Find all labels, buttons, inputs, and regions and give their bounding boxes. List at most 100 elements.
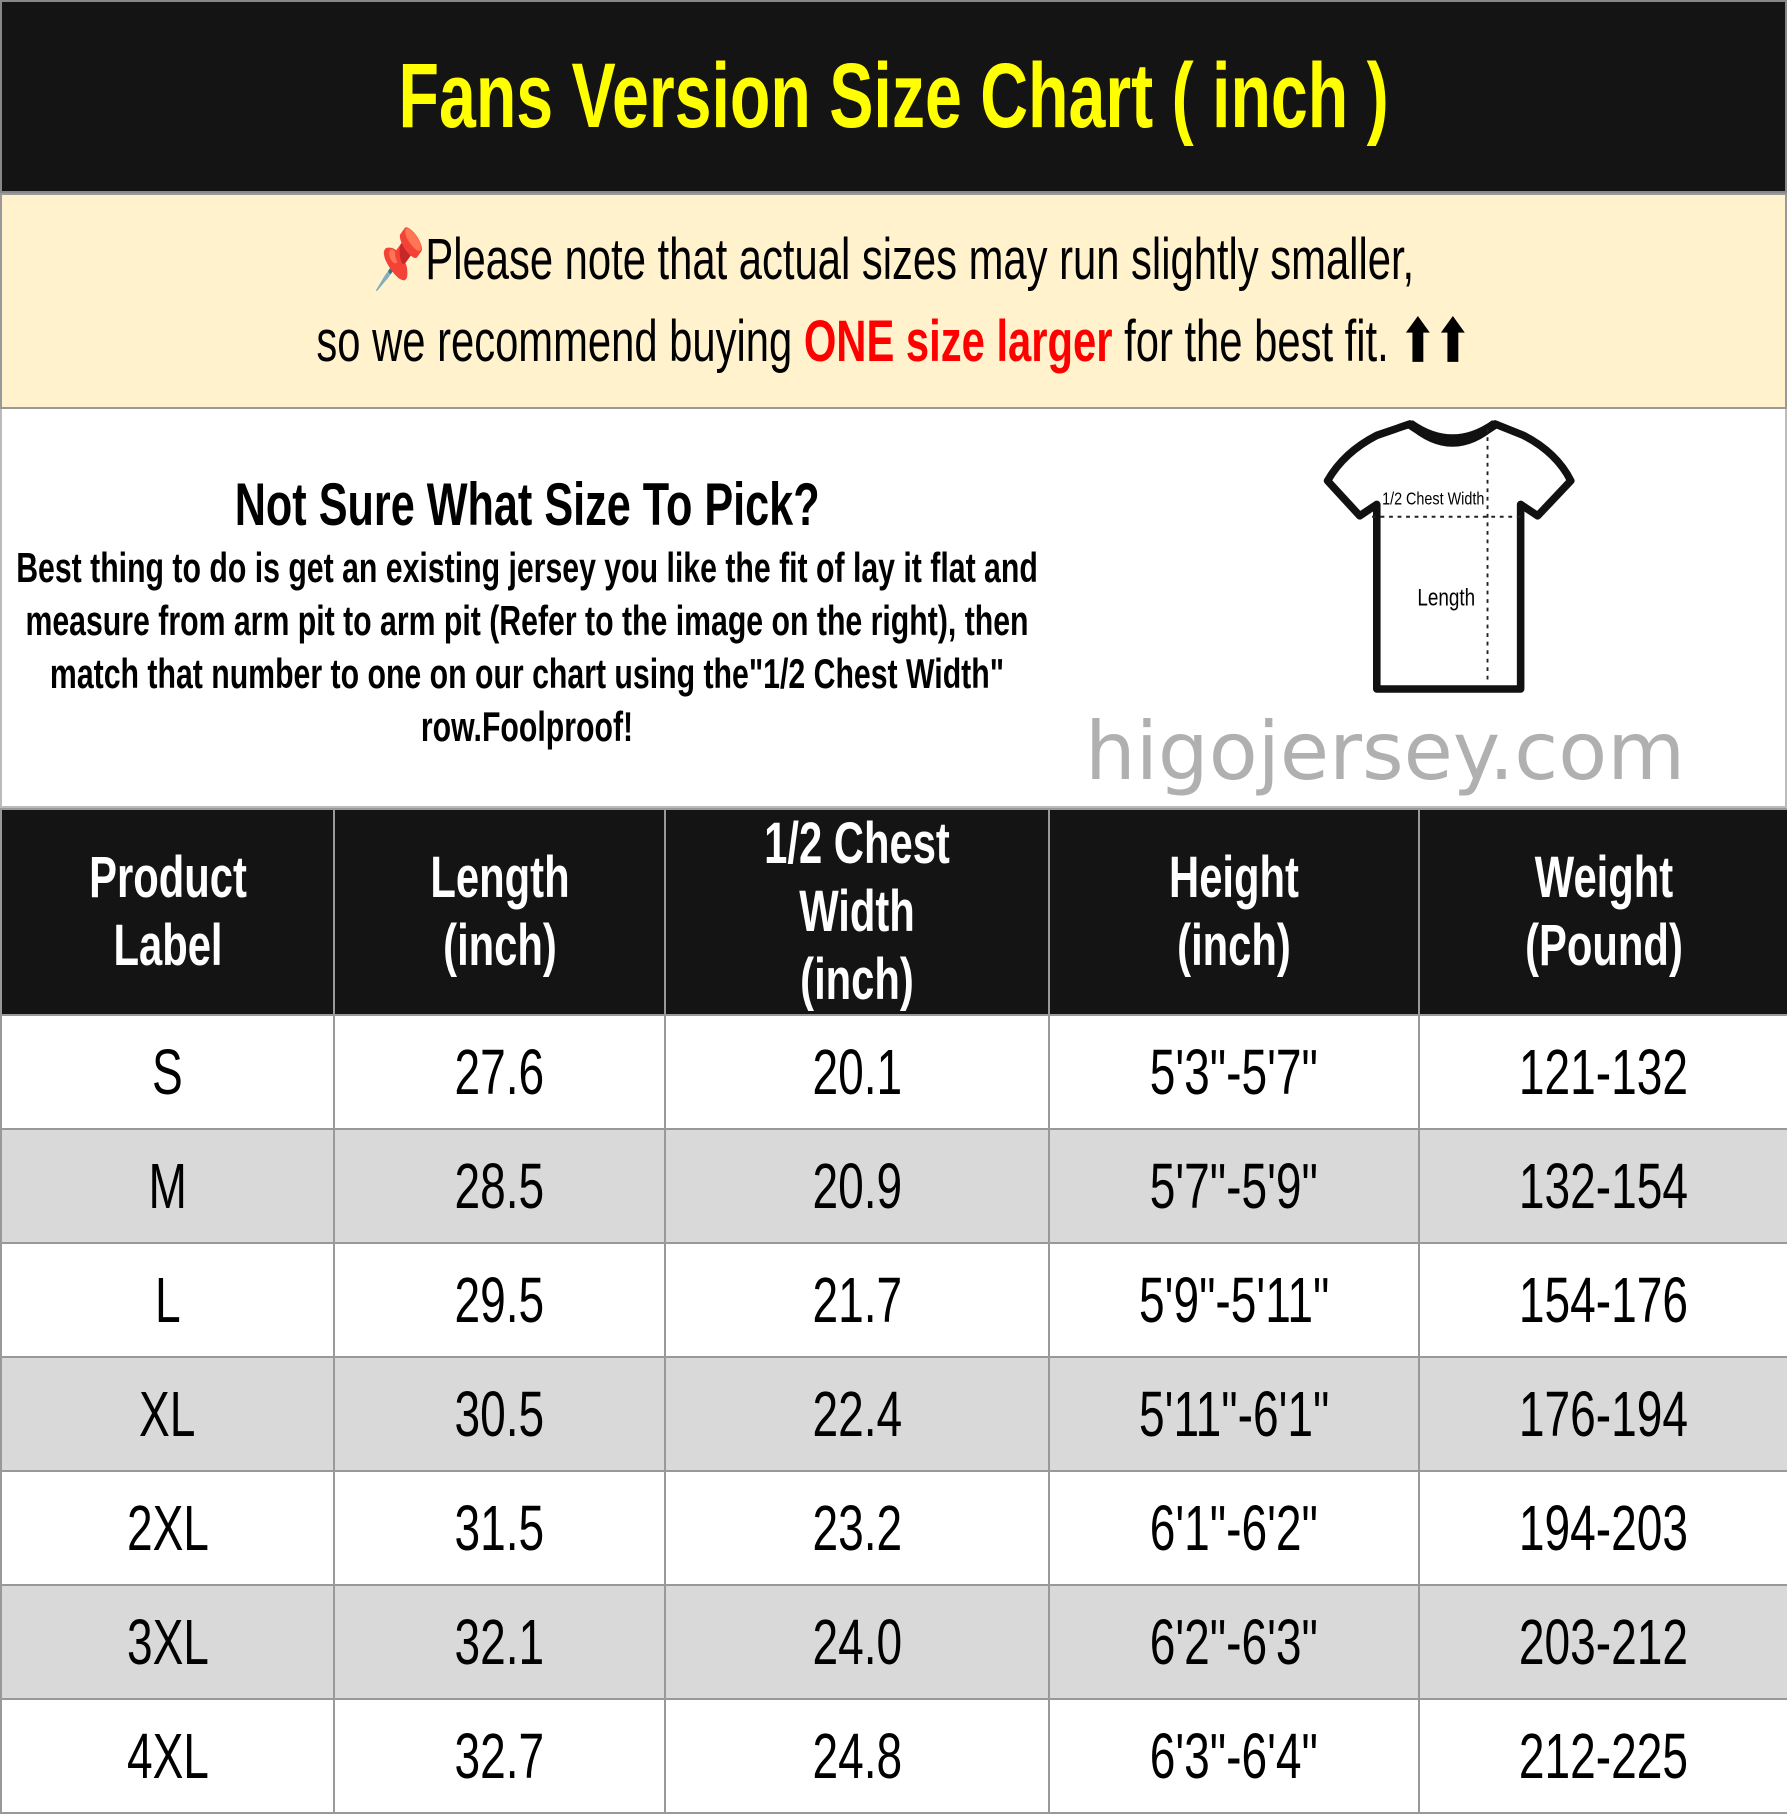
cell-value: 203-212 [1518, 1606, 1689, 1678]
table-cell: 132-154 [1418, 1128, 1787, 1244]
table-cell: 20.9 [664, 1128, 1050, 1244]
note-line-1: Please note that actual sizes may run sl… [425, 227, 1414, 292]
table-cell: 27.6 [333, 1014, 666, 1130]
cell-value: 20.1 [812, 1036, 902, 1108]
table-cell: L [0, 1242, 335, 1358]
cell-value: M [148, 1150, 187, 1222]
table-cell: 29.5 [333, 1242, 666, 1358]
pushpin-icon: 📌 [373, 227, 426, 292]
column-header: Length (inch) [333, 808, 666, 1016]
table-cell: 212-225 [1418, 1698, 1787, 1814]
cell-value: 27.6 [454, 1036, 545, 1108]
cell-value: 2XL [126, 1492, 209, 1564]
cell-value: 24.0 [812, 1606, 902, 1678]
table-row: 4XL 32.7 24.8 6'3"-6'4" 212-225 [0, 1698, 1787, 1814]
cell-value: 5'7"-5'9" [1149, 1150, 1319, 1222]
table-cell: 2XL [0, 1470, 335, 1586]
cell-value: 194-203 [1518, 1492, 1689, 1564]
cell-value: 24.8 [812, 1720, 902, 1792]
up-arrows-icon: ⬆⬆ [1400, 309, 1471, 374]
table-cell: 6'1"-6'2" [1048, 1470, 1420, 1586]
cell-value: L [154, 1264, 181, 1336]
table-cell: 32.1 [333, 1584, 666, 1700]
table-cell: 24.0 [664, 1584, 1050, 1700]
cell-value: 121-132 [1518, 1036, 1689, 1108]
table-row: L 29.5 21.7 5'9"-5'11" 154-176 [0, 1242, 1787, 1358]
table-cell: S [0, 1014, 335, 1130]
table-cell: 3XL [0, 1584, 335, 1700]
cell-value: XL [139, 1378, 196, 1450]
table-cell: 4XL [0, 1698, 335, 1814]
sizing-help: Not Sure What Size To Pick? Best thing t… [0, 409, 1787, 808]
table-cell: 121-132 [1418, 1014, 1787, 1130]
table-cell: 31.5 [333, 1470, 666, 1586]
cell-value: 212-225 [1518, 1720, 1689, 1792]
cell-value: 31.5 [454, 1492, 545, 1564]
table-cell: 20.1 [664, 1014, 1050, 1130]
page-title: Fans Version Size Chart ( inch ) [398, 45, 1389, 147]
table-cell: 28.5 [333, 1128, 666, 1244]
tshirt-diagram: 1/2 Chest Width Length [1323, 420, 1575, 693]
table-cell: 30.5 [333, 1356, 666, 1472]
table-cell: 5'11"-6'1" [1048, 1356, 1420, 1472]
cell-value: 30.5 [454, 1378, 545, 1450]
cell-value: 132-154 [1518, 1150, 1689, 1222]
table-cell: 22.4 [664, 1356, 1050, 1472]
cell-value: 6'3"-6'4" [1149, 1720, 1319, 1792]
cell-value: 6'2"-6'3" [1149, 1606, 1319, 1678]
cell-value: 3XL [126, 1606, 209, 1678]
cell-value: 176-194 [1518, 1378, 1689, 1450]
cell-value: 4XL [126, 1720, 209, 1792]
table-cell: 176-194 [1418, 1356, 1787, 1472]
note-line-2-end: for the best fit. [1112, 309, 1389, 374]
cell-value: 21.7 [812, 1264, 902, 1336]
column-header-label: Height (inch) [1169, 845, 1299, 978]
cell-value: 20.9 [812, 1150, 902, 1222]
help-body: Best thing to do is get an existing jers… [16, 544, 1038, 750]
cell-value: 5'9"-5'11" [1138, 1264, 1330, 1336]
table-cell: 24.8 [664, 1698, 1050, 1814]
size-table: Product Label Length (inch) 1/2 Chest Widt… [0, 808, 1787, 1814]
table-cell: 203-212 [1418, 1584, 1787, 1700]
table-cell: 5'3"-5'7" [1048, 1014, 1420, 1130]
note-highlight: ONE size larger [803, 309, 1113, 374]
column-header-label: Weight (Pound) [1524, 845, 1683, 978]
fit-note: 📌Please note that actual sizes may run s… [0, 193, 1787, 409]
table-cell: 5'9"-5'11" [1048, 1242, 1420, 1358]
table-cell: 6'2"-6'3" [1048, 1584, 1420, 1700]
table-cell: 5'7"-5'9" [1048, 1128, 1420, 1244]
cell-value: 6'1"-6'2" [1149, 1492, 1319, 1564]
cell-value: 154-176 [1518, 1264, 1689, 1336]
table-cell: 23.2 [664, 1470, 1050, 1586]
column-header-label: Length (inch) [429, 845, 570, 978]
cell-value: 28.5 [454, 1150, 545, 1222]
column-header: Product Label [0, 808, 335, 1016]
table-cell: XL [0, 1356, 335, 1472]
table-row: S 27.6 20.1 5'3"-5'7" 121-132 [0, 1014, 1787, 1130]
table-row: 3XL 32.1 24.0 6'2"-6'3" 203-212 [0, 1584, 1787, 1700]
table-cell: 21.7 [664, 1242, 1050, 1358]
title-banner: Fans Version Size Chart ( inch ) [0, 0, 1787, 193]
help-heading: Not Sure What Size To Pick? [234, 471, 820, 538]
table-cell: 6'3"-6'4" [1048, 1698, 1420, 1814]
column-header-label: Product Label [88, 845, 247, 978]
table-cell: 154-176 [1418, 1242, 1787, 1358]
table-cell: 32.7 [333, 1698, 666, 1814]
column-header-label: 1/2 Chest Width (inch) [764, 811, 950, 1012]
table-cell: 194-203 [1418, 1470, 1787, 1586]
table-row: XL 30.5 22.4 5'11"-6'1" 176-194 [0, 1356, 1787, 1472]
column-header: Height (inch) [1048, 808, 1420, 1016]
cell-value: 29.5 [454, 1264, 545, 1336]
table-cell: M [0, 1128, 335, 1244]
cell-value: S [152, 1036, 183, 1108]
note-line-2: so we recommend buying [316, 309, 804, 374]
chest-width-label: 1/2 Chest Width [1382, 489, 1484, 509]
cell-value: 5'3"-5'7" [1149, 1036, 1319, 1108]
column-header: 1/2 Chest Width (inch) [664, 808, 1050, 1016]
column-header: Weight (Pound) [1418, 808, 1787, 1016]
cell-value: 32.1 [454, 1606, 545, 1678]
table-row: M 28.5 20.9 5'7"-5'9" 132-154 [0, 1128, 1787, 1244]
length-label: Length [1417, 585, 1475, 612]
cell-value: 22.4 [812, 1378, 902, 1450]
cell-value: 23.2 [812, 1492, 902, 1564]
